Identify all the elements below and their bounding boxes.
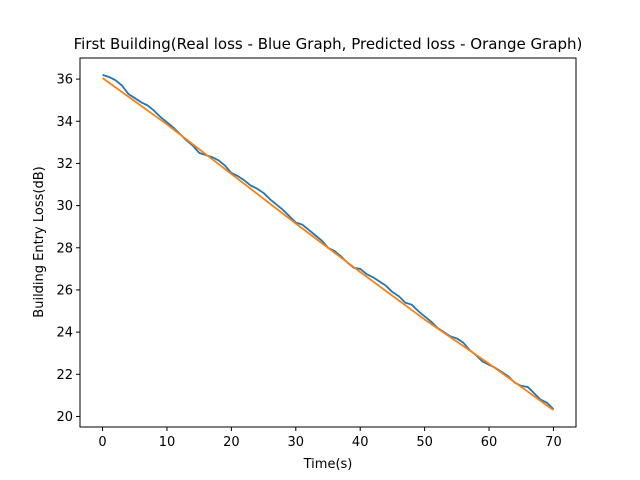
x-axis-label: Time(s) bbox=[303, 457, 353, 472]
x-tick-label: 20 bbox=[223, 435, 240, 450]
y-tick-label: 22 bbox=[56, 368, 73, 383]
y-tick-label: 28 bbox=[56, 241, 73, 256]
y-tick-label: 26 bbox=[56, 283, 73, 298]
axes-frame bbox=[79, 57, 577, 428]
y-tick-label: 32 bbox=[56, 157, 73, 172]
series-line-predicted bbox=[102, 77, 554, 411]
x-tick-label: 70 bbox=[545, 435, 562, 450]
y-axis-label: Building Entry Loss(dB) bbox=[32, 166, 47, 317]
series-line-real bbox=[102, 74, 555, 410]
x-tick-label: 60 bbox=[481, 435, 498, 450]
plot-area bbox=[102, 74, 555, 411]
y-tick-label: 20 bbox=[56, 410, 73, 425]
chart-title: First Building(Real loss - Blue Graph, P… bbox=[74, 35, 583, 53]
y-tick-label: 30 bbox=[56, 199, 73, 214]
x-tick-label: 0 bbox=[98, 435, 106, 450]
y-tick-label: 34 bbox=[56, 115, 73, 130]
x-tick-label: 50 bbox=[416, 435, 433, 450]
x-axis: 0 10 20 30 40 50 60 70 bbox=[98, 427, 562, 450]
x-tick-label: 40 bbox=[352, 435, 369, 450]
y-tick-label: 24 bbox=[56, 326, 73, 341]
y-tick-label: 36 bbox=[56, 73, 73, 88]
x-tick-label: 30 bbox=[288, 435, 305, 450]
y-axis: 20 22 24 26 28 30 32 34 36 bbox=[56, 73, 80, 425]
x-tick-label: 10 bbox=[159, 435, 176, 450]
